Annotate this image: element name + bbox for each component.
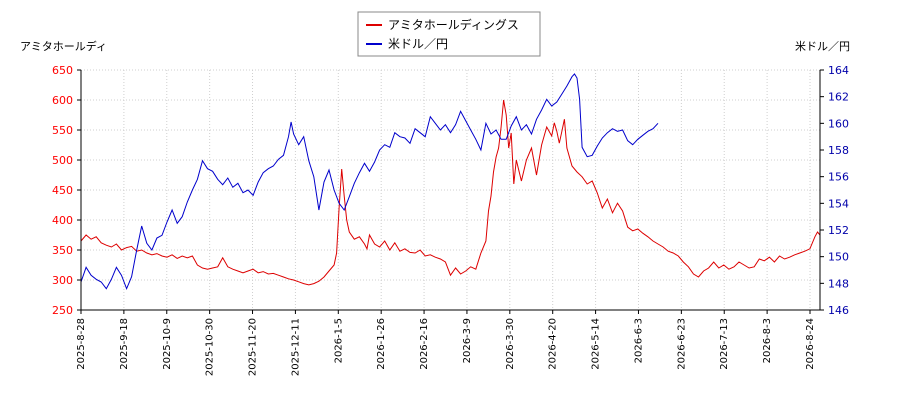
x-tick-label: 2025-10-30	[205, 318, 216, 376]
right-tick-label: 154	[828, 197, 849, 210]
x-tick-label: 2026-6-3	[633, 318, 644, 363]
right-tick-label: 146	[828, 304, 849, 317]
left-tick-label: 500	[52, 154, 73, 167]
x-tick-label: 2026-4-20	[548, 318, 559, 370]
x-tick-label: 2026-2-16	[419, 318, 430, 370]
x-tick-label: 2025-10-9	[162, 318, 173, 370]
left-tick-label: 600	[52, 94, 73, 107]
x-tick-label: 2026-3-9	[462, 318, 473, 363]
right-tick-label: 164	[828, 64, 849, 77]
legend-label: アミタホールディングス	[388, 17, 519, 32]
left-tick-label: 350	[52, 244, 73, 257]
series-line-amita	[80, 99, 821, 286]
x-tick-label: 2026-3-30	[505, 318, 516, 370]
right-tick-label: 150	[828, 251, 849, 264]
left-tick-label: 250	[52, 304, 73, 317]
x-tick-label: 2026-1-5	[333, 318, 344, 363]
x-tick-label: 2026-6-23	[676, 318, 687, 370]
series-line-usdjpy	[80, 73, 659, 291]
x-tick-label: 2026-8-3	[762, 318, 773, 363]
x-tick-label: 2025-12-11	[290, 318, 301, 376]
left-tick-label: 450	[52, 184, 73, 197]
x-tick-label: 2026-5-14	[591, 318, 602, 370]
right-tick-label: 152	[828, 224, 849, 237]
left-tick-label: 400	[52, 214, 73, 227]
right-tick-label: 158	[828, 144, 849, 157]
axes: 250 300 350 400 450 500 550 600 650 146 148 150 152 1…	[52, 64, 849, 376]
left-tick-label: 550	[52, 124, 73, 137]
left-tick-label: 300	[52, 274, 73, 287]
legend-box	[357, 11, 541, 57]
x-tick-label: 2026-7-13	[719, 318, 730, 370]
left-tick-label: 650	[52, 64, 73, 77]
x-tick-label: 2026-8-24	[805, 318, 816, 370]
right-tick-label: 160	[828, 117, 849, 130]
right-axis-title: 米ドル／円	[795, 40, 850, 53]
left-axis-title: アミタホールディ	[20, 39, 107, 53]
right-tick-label: 148	[828, 277, 849, 290]
series-layer	[80, 73, 821, 291]
x-tick-label: 2025-8-28	[76, 318, 87, 370]
right-tick-label: 162	[828, 91, 849, 104]
right-tick-label: 156	[828, 171, 849, 184]
legend-label: 米ドル／円	[388, 37, 448, 51]
x-tick-label: 2025-9-18	[119, 318, 130, 370]
x-tick-label: 2025-11-20	[248, 318, 259, 376]
x-tick-label: 2026-1-26	[376, 318, 387, 370]
